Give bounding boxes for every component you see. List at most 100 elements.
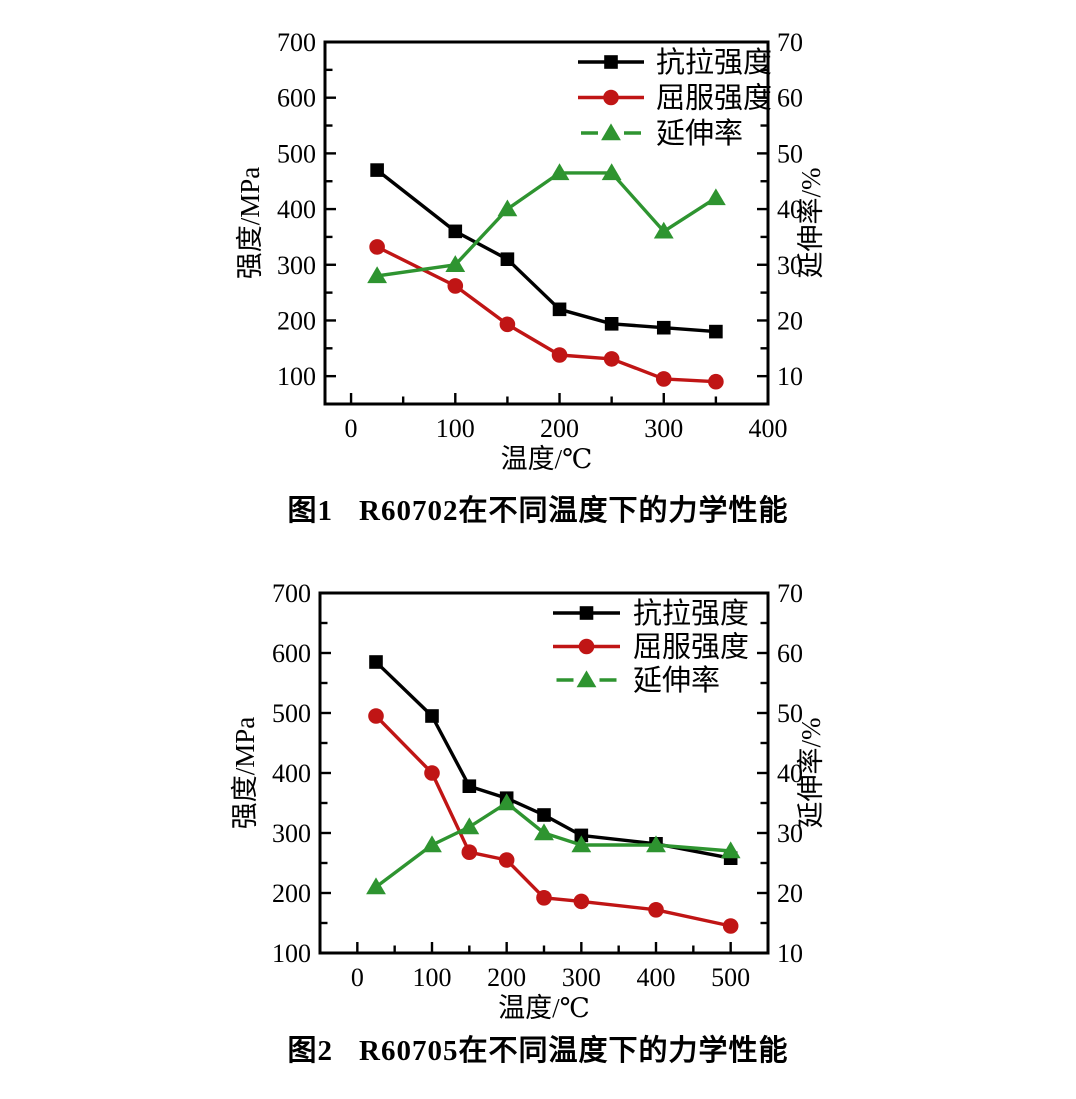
left-tick-label: 500 bbox=[277, 139, 316, 168]
right-tick-label: 60 bbox=[777, 84, 803, 113]
x-tick-label: 200 bbox=[540, 414, 579, 443]
data-point bbox=[603, 351, 620, 367]
right-tick-label: 60 bbox=[777, 639, 803, 668]
legend-label: 屈服强度 bbox=[633, 631, 749, 664]
left-tick-label: 500 bbox=[272, 699, 311, 728]
data-point bbox=[367, 266, 388, 284]
series-line bbox=[374, 660, 732, 860]
legend-label: 抗拉强度 bbox=[656, 46, 772, 79]
data-point bbox=[425, 709, 439, 723]
left-tick-label: 400 bbox=[277, 195, 316, 224]
right-tick-label: 10 bbox=[777, 939, 803, 968]
data-point bbox=[552, 302, 567, 317]
left-tick-label: 600 bbox=[272, 639, 311, 668]
data-point bbox=[445, 255, 466, 272]
legend-label: 屈服强度 bbox=[656, 82, 772, 115]
data-point bbox=[534, 823, 554, 841]
right-tick-label: 70 bbox=[777, 579, 803, 608]
x-tick-label: 400 bbox=[637, 963, 676, 992]
data-point bbox=[366, 877, 386, 895]
left-tick-label: 300 bbox=[272, 819, 311, 848]
x-tick-label: 100 bbox=[436, 414, 475, 443]
data-point bbox=[500, 252, 515, 266]
figure2-caption-text: R60705在不同温度下的力学性能 bbox=[359, 1035, 789, 1067]
data-point bbox=[708, 373, 724, 390]
x-tick-label: 300 bbox=[644, 414, 683, 443]
data-point bbox=[536, 890, 552, 906]
x-axis-title: 温度/℃ bbox=[498, 993, 590, 1023]
left-axis-title: 强度/MPa bbox=[230, 717, 260, 830]
series-circle bbox=[368, 708, 739, 934]
axis-ticks bbox=[318, 591, 770, 955]
data-point bbox=[497, 199, 518, 217]
data-point bbox=[722, 918, 739, 934]
left-tick-label: 200 bbox=[277, 306, 316, 335]
left-axis-title: 强度/MPa bbox=[235, 167, 265, 280]
series-triangle bbox=[367, 163, 726, 284]
plot-border bbox=[318, 591, 770, 955]
data-point bbox=[368, 708, 384, 724]
legend-label: 抗拉强度 bbox=[633, 597, 749, 630]
plot-border bbox=[323, 40, 770, 406]
data-point bbox=[496, 793, 517, 811]
legend-label: 延伸率 bbox=[633, 664, 720, 697]
right-tick-label: 40 bbox=[777, 195, 803, 224]
figure1-caption: 图1 R60702在不同温度下的力学性能 bbox=[0, 487, 1076, 529]
data-point bbox=[369, 655, 383, 669]
legend-marker bbox=[604, 55, 618, 69]
x-tick-label: 200 bbox=[487, 963, 526, 992]
right-axis-title: 延伸率/% bbox=[796, 718, 826, 829]
data-point bbox=[646, 835, 666, 853]
right-tick-label: 30 bbox=[777, 819, 803, 848]
figure2-caption-number: 图2 bbox=[287, 1035, 334, 1067]
right-tick-label: 50 bbox=[777, 139, 803, 168]
left-tick-label: 100 bbox=[272, 939, 311, 968]
figure1-caption-text: R60702在不同温度下的力学性能 bbox=[359, 495, 789, 527]
legend-marker bbox=[576, 670, 597, 688]
right-tick-label: 10 bbox=[777, 362, 803, 391]
series-circle bbox=[369, 239, 724, 390]
data-point bbox=[447, 278, 464, 294]
left-tick-label: 700 bbox=[272, 579, 311, 608]
left-tick-label: 200 bbox=[272, 879, 311, 908]
right-tick-label: 20 bbox=[777, 306, 803, 335]
chart-2: 0 100 200 300 400 500 100 200 300 400 500 600 700 10 2… bbox=[230, 579, 826, 1023]
left-tick-label: 300 bbox=[277, 251, 316, 280]
figure1-caption-number: 图1 bbox=[287, 495, 334, 527]
data-point bbox=[424, 765, 440, 781]
data-point bbox=[448, 224, 463, 239]
series-line bbox=[374, 714, 732, 928]
data-point bbox=[709, 324, 723, 339]
series-line bbox=[376, 168, 717, 334]
data-point bbox=[499, 316, 516, 333]
data-point bbox=[498, 852, 515, 868]
figure2-caption: 图2 R60705在不同温度下的力学性能 bbox=[0, 1027, 1076, 1069]
right-tick-label: 40 bbox=[777, 759, 803, 788]
right-axis-title: 延伸率/% bbox=[796, 168, 826, 279]
data-point bbox=[601, 163, 622, 181]
data-point bbox=[604, 317, 619, 331]
series-line bbox=[374, 801, 731, 889]
x-axis-title: 温度/℃ bbox=[501, 444, 593, 474]
data-point bbox=[549, 163, 570, 181]
data-point bbox=[422, 835, 442, 853]
right-tick-label: 20 bbox=[777, 879, 803, 908]
data-point bbox=[370, 163, 384, 177]
data-point bbox=[656, 320, 671, 335]
data-point bbox=[653, 221, 674, 239]
legend-marker bbox=[603, 89, 619, 106]
left-tick-label: 400 bbox=[272, 759, 311, 788]
right-tick-label: 30 bbox=[777, 251, 803, 280]
axis-ticks bbox=[326, 40, 770, 406]
legend-marker bbox=[578, 638, 595, 655]
data-point bbox=[648, 902, 664, 918]
left-tick-label: 100 bbox=[277, 362, 316, 391]
data-point bbox=[461, 844, 478, 860]
data-point bbox=[574, 828, 589, 843]
data-point bbox=[537, 808, 551, 822]
data-point bbox=[705, 188, 726, 206]
legend-label: 延伸率 bbox=[656, 117, 743, 150]
